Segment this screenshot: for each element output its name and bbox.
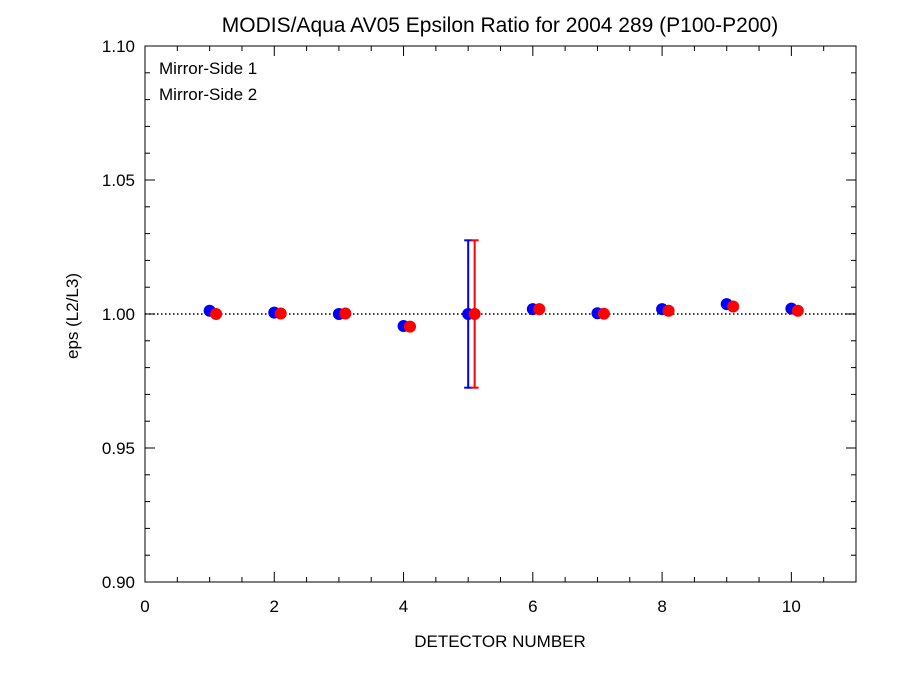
data-point-series-2	[339, 307, 352, 320]
x-tick-label: 8	[657, 597, 666, 616]
data-point-series-2	[597, 307, 610, 320]
data-point-series-2	[404, 320, 417, 333]
data-point-series-2	[791, 304, 804, 317]
y-axis-label: eps (L2/L3)	[63, 273, 82, 359]
legend-mirror-side-2: Mirror-Side 2	[159, 85, 257, 104]
y-tick-label: 0.95	[102, 439, 135, 458]
y-tick-label: 1.00	[102, 305, 135, 324]
x-tick-label: 4	[399, 597, 408, 616]
data-point-series-2	[274, 307, 287, 320]
data-point-series-2	[468, 308, 481, 320]
x-tick-label: 0	[140, 597, 149, 616]
x-tick-label: 10	[782, 597, 801, 616]
x-axis-label: DETECTOR NUMBER	[414, 632, 586, 651]
data-point-series-2	[210, 308, 223, 320]
data-point-series-2	[727, 300, 740, 313]
data-point-series-2	[533, 303, 546, 316]
x-tick-label: 2	[270, 597, 279, 616]
y-tick-label: 1.10	[102, 37, 135, 56]
legend: Mirror-Side 1 Mirror-Side 2	[159, 59, 257, 104]
x-tick-label: 6	[528, 597, 537, 616]
plot-area	[144, 45, 857, 583]
y-tick-label: 1.05	[102, 171, 135, 190]
y-tick-label: 0.90	[102, 573, 135, 592]
plot-frame	[144, 45, 857, 583]
data-point-series-2	[662, 304, 675, 317]
chart-title: MODIS/Aqua AV05 Epsilon Ratio for 2004 2…	[222, 14, 778, 37]
legend-mirror-side-1: Mirror-Side 1	[159, 59, 257, 78]
